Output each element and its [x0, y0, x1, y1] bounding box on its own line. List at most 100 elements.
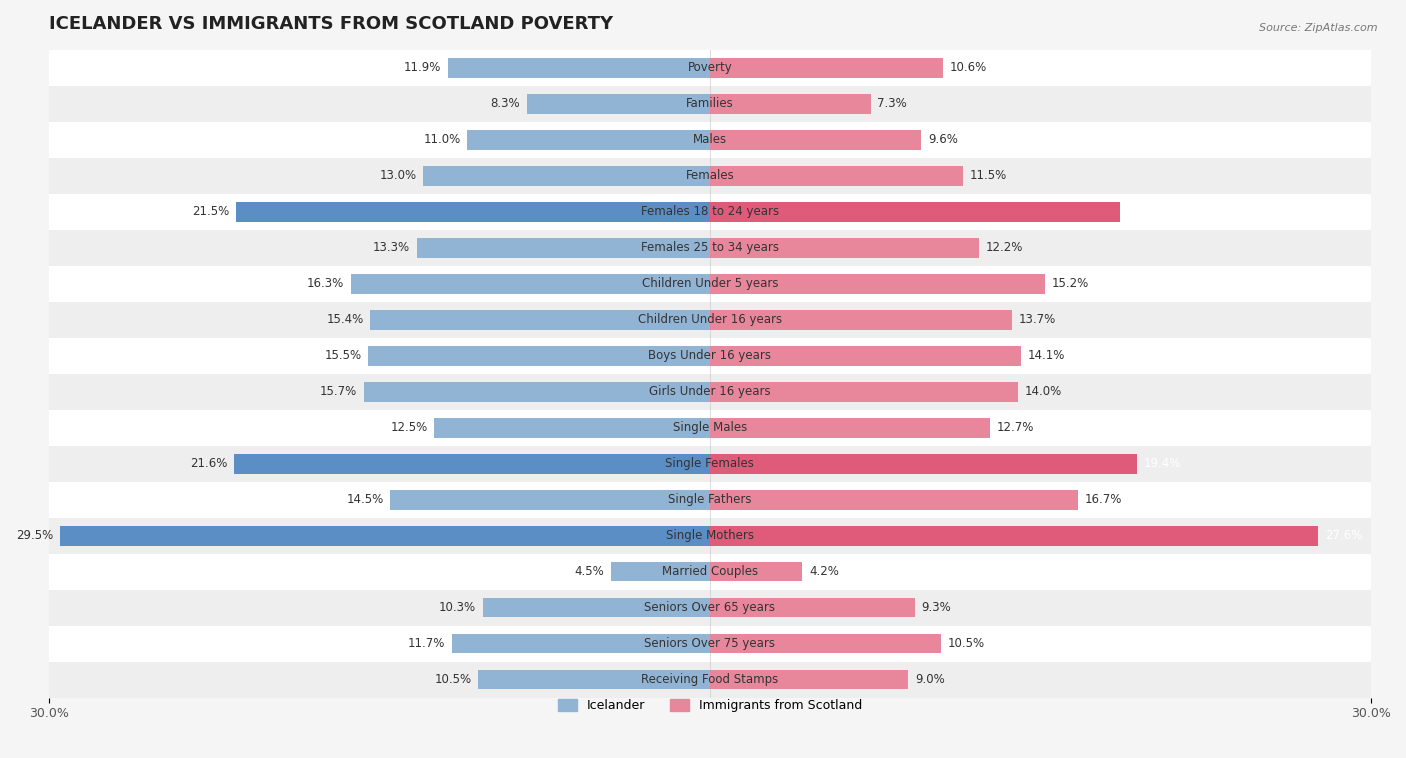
Text: 11.7%: 11.7%: [408, 637, 446, 650]
Bar: [49, 86, 1371, 122]
Text: Single Fathers: Single Fathers: [668, 493, 752, 506]
Bar: [710, 310, 1012, 330]
Bar: [451, 634, 710, 653]
Bar: [49, 158, 1371, 194]
Text: Single Females: Single Females: [665, 457, 754, 470]
Bar: [710, 382, 1018, 402]
Bar: [49, 266, 1371, 302]
Bar: [710, 634, 941, 653]
Bar: [610, 562, 710, 581]
Bar: [59, 526, 710, 546]
Bar: [710, 562, 803, 581]
Text: Single Mothers: Single Mothers: [666, 529, 754, 542]
Text: 14.1%: 14.1%: [1028, 349, 1064, 362]
Bar: [49, 662, 1371, 697]
Text: 13.3%: 13.3%: [373, 241, 411, 254]
Text: 7.3%: 7.3%: [877, 97, 907, 111]
Text: 19.4%: 19.4%: [1144, 457, 1181, 470]
Text: Males: Males: [693, 133, 727, 146]
Text: 4.2%: 4.2%: [808, 565, 839, 578]
Text: 14.5%: 14.5%: [346, 493, 384, 506]
Bar: [710, 669, 908, 690]
Text: 27.6%: 27.6%: [1324, 529, 1362, 542]
Bar: [447, 58, 710, 78]
Text: Children Under 16 years: Children Under 16 years: [638, 313, 782, 326]
Text: 12.2%: 12.2%: [986, 241, 1022, 254]
Text: 9.6%: 9.6%: [928, 133, 957, 146]
Bar: [49, 553, 1371, 590]
Bar: [527, 94, 710, 114]
Text: 16.3%: 16.3%: [307, 277, 344, 290]
Bar: [710, 238, 979, 258]
Bar: [49, 409, 1371, 446]
Text: 15.7%: 15.7%: [321, 385, 357, 398]
Text: 15.5%: 15.5%: [325, 349, 361, 362]
Legend: Icelander, Immigrants from Scotland: Icelander, Immigrants from Scotland: [553, 694, 868, 717]
Text: 21.6%: 21.6%: [190, 457, 228, 470]
Text: 14.0%: 14.0%: [1025, 385, 1063, 398]
Bar: [49, 518, 1371, 553]
Bar: [49, 446, 1371, 481]
Bar: [710, 130, 921, 149]
Text: Single Males: Single Males: [672, 421, 747, 434]
Text: 10.5%: 10.5%: [948, 637, 986, 650]
Bar: [49, 481, 1371, 518]
Bar: [423, 166, 710, 186]
Text: ICELANDER VS IMMIGRANTS FROM SCOTLAND POVERTY: ICELANDER VS IMMIGRANTS FROM SCOTLAND PO…: [49, 15, 613, 33]
Bar: [49, 302, 1371, 338]
Bar: [49, 374, 1371, 409]
Text: Girls Under 16 years: Girls Under 16 years: [650, 385, 770, 398]
Text: 16.7%: 16.7%: [1084, 493, 1122, 506]
Bar: [710, 58, 943, 78]
Text: Married Couples: Married Couples: [662, 565, 758, 578]
Text: Receiving Food Stamps: Receiving Food Stamps: [641, 673, 779, 686]
Text: 9.3%: 9.3%: [921, 601, 952, 614]
Bar: [710, 94, 870, 114]
Text: Poverty: Poverty: [688, 61, 733, 74]
Bar: [391, 490, 710, 509]
Text: 11.9%: 11.9%: [404, 61, 441, 74]
Bar: [49, 50, 1371, 86]
Text: Boys Under 16 years: Boys Under 16 years: [648, 349, 772, 362]
Text: 11.5%: 11.5%: [970, 169, 1007, 182]
Text: 11.0%: 11.0%: [423, 133, 461, 146]
Bar: [710, 202, 1119, 221]
Bar: [710, 526, 1319, 546]
Text: 12.5%: 12.5%: [391, 421, 427, 434]
Bar: [482, 598, 710, 618]
Text: 4.5%: 4.5%: [574, 565, 605, 578]
Text: 10.3%: 10.3%: [439, 601, 477, 614]
Bar: [710, 454, 1137, 474]
Bar: [710, 346, 1021, 365]
Text: 13.0%: 13.0%: [380, 169, 416, 182]
Text: Females 18 to 24 years: Females 18 to 24 years: [641, 205, 779, 218]
Text: 10.5%: 10.5%: [434, 673, 472, 686]
Bar: [49, 625, 1371, 662]
Text: 15.2%: 15.2%: [1052, 277, 1088, 290]
Text: 21.5%: 21.5%: [193, 205, 229, 218]
Bar: [49, 122, 1371, 158]
Bar: [368, 346, 710, 365]
Bar: [710, 166, 963, 186]
Bar: [710, 598, 915, 618]
Bar: [478, 669, 710, 690]
Text: 8.3%: 8.3%: [491, 97, 520, 111]
Text: Females: Females: [686, 169, 734, 182]
Text: Seniors Over 65 years: Seniors Over 65 years: [644, 601, 775, 614]
Text: Children Under 5 years: Children Under 5 years: [641, 277, 778, 290]
Bar: [710, 418, 990, 437]
Text: 10.6%: 10.6%: [950, 61, 987, 74]
Bar: [350, 274, 710, 293]
Text: 13.7%: 13.7%: [1018, 313, 1056, 326]
Bar: [416, 238, 710, 258]
Bar: [49, 338, 1371, 374]
Bar: [49, 194, 1371, 230]
Bar: [467, 130, 710, 149]
Text: 9.0%: 9.0%: [915, 673, 945, 686]
Bar: [233, 454, 710, 474]
Bar: [49, 230, 1371, 266]
Bar: [49, 590, 1371, 625]
Text: 18.6%: 18.6%: [1126, 205, 1164, 218]
Text: Source: ZipAtlas.com: Source: ZipAtlas.com: [1260, 23, 1378, 33]
Text: 12.7%: 12.7%: [997, 421, 1033, 434]
